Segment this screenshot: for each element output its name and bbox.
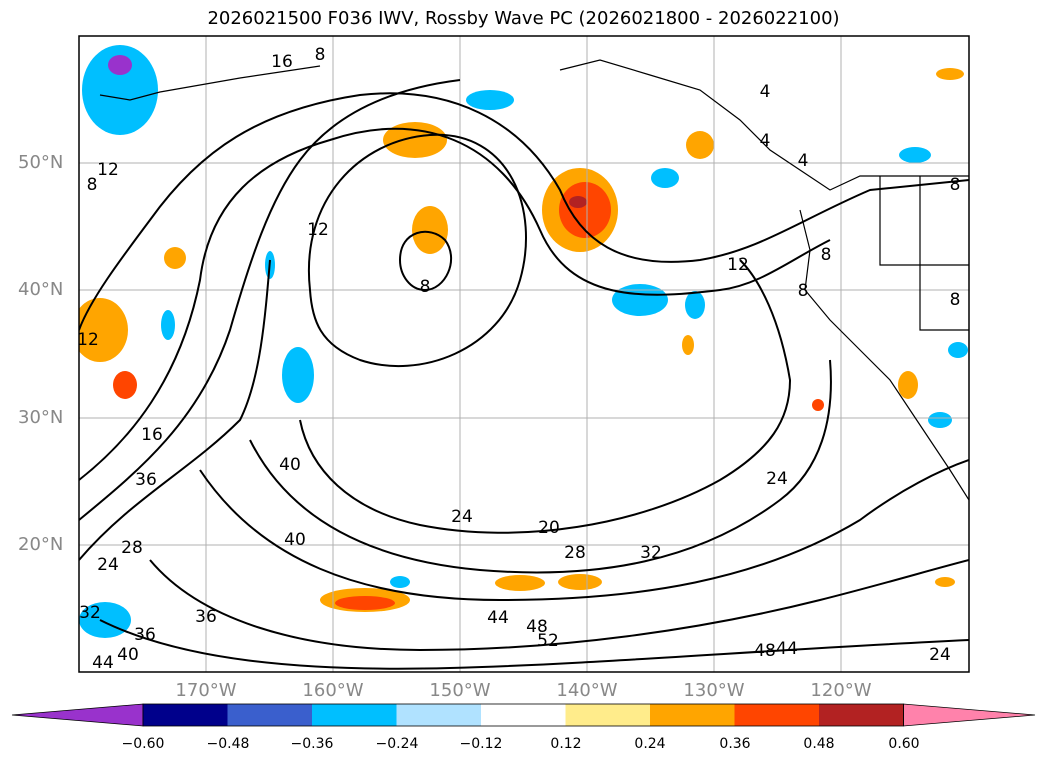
contour-label: 40 [284, 530, 306, 550]
colorbar-tick-label: 0.48 [803, 736, 835, 752]
graticule [79, 36, 969, 672]
contour-label-group: 16 8 12 8 4 4 4 12 12 8 8 12 16 36 28 24… [77, 45, 961, 673]
contour-label: 20 [538, 518, 560, 538]
colorbar-segment [734, 704, 819, 726]
lon-label: 140°W [556, 680, 618, 701]
lon-label: 120°W [810, 680, 872, 701]
colorbar-tick-label: −0.48 [206, 736, 250, 752]
colorbar-segment [312, 704, 397, 726]
colorbar-tick-label: −0.12 [459, 736, 503, 752]
colorbar-tick-label: 0.24 [634, 736, 666, 752]
contour-label: 28 [564, 543, 586, 563]
contour-label: 36 [134, 625, 156, 645]
lat-label: 40°N [18, 279, 64, 300]
contour-label: 32 [640, 543, 662, 563]
lat-label: 50°N [18, 152, 64, 173]
iwv-contours [79, 79, 969, 670]
contour-label: 48 [526, 617, 548, 637]
colorbar-tick-label: −0.36 [290, 736, 334, 752]
contour-label: 24 [97, 555, 119, 575]
anomaly-shading [79, 45, 968, 638]
contour-label: 4 [760, 82, 771, 102]
contour-label: 48 [754, 641, 776, 661]
contour-label: 8 [315, 45, 326, 65]
contour-label: 24 [929, 645, 951, 665]
lon-label: 150°W [429, 680, 491, 701]
contour-label: 12 [97, 160, 119, 180]
colorbar-segments [11, 703, 1036, 727]
colorbar-tick-label: 0.36 [719, 736, 751, 752]
contour-label: 12 [307, 220, 329, 240]
contour-label: 40 [279, 455, 301, 475]
contour-label: 44 [92, 653, 114, 673]
contour-label: 4 [760, 131, 771, 151]
colorbar-tick-label: −0.24 [375, 736, 419, 752]
colorbar-segment [227, 704, 312, 726]
colorbar-extend-high [903, 703, 1036, 727]
colorbar-segment [650, 704, 735, 726]
contour-label: 28 [121, 538, 143, 558]
contour-label: 12 [77, 330, 99, 350]
lon-label: 170°W [175, 680, 237, 701]
colorbar-segment [143, 704, 228, 726]
contour-label: 32 [79, 603, 101, 623]
map-plot: 16 8 12 8 4 4 4 12 12 8 8 12 16 36 28 24… [77, 35, 970, 673]
colorbar-segment [565, 704, 650, 726]
coastline [99, 59, 969, 501]
contour-label: 4 [798, 151, 809, 171]
contour-label: 24 [766, 469, 788, 489]
lon-label: 130°W [683, 680, 745, 701]
contour-label: 8 [420, 277, 431, 297]
contour-label: 8 [950, 290, 961, 310]
contour-label: 16 [141, 425, 163, 445]
contour-label: 8 [950, 175, 961, 195]
contour-label: 36 [195, 607, 217, 627]
colorbar-segment [819, 704, 904, 726]
colorbar-segment [396, 704, 481, 726]
contour-label: 8 [798, 281, 809, 301]
colorbar-extend-low [11, 703, 144, 727]
map-frame [78, 35, 970, 673]
contour-label: 44 [487, 608, 509, 628]
colorbar-tick-label: 0.12 [550, 736, 582, 752]
contour-label: 8 [821, 245, 832, 265]
colorbar-tick-label: 0.60 [888, 736, 920, 752]
lat-label: 30°N [18, 407, 64, 428]
lon-label: 160°W [302, 680, 364, 701]
contour-label: 24 [451, 507, 473, 527]
contour-label: 44 [776, 639, 798, 659]
contour-label: 52 [537, 631, 559, 651]
map-title: 2026021500 F036 IWV, Rossby Wave PC (202… [207, 8, 840, 29]
contour-label: 16 [271, 52, 293, 72]
colorbar-frame [142, 703, 904, 727]
colorbar-tick-label: −0.60 [121, 736, 165, 752]
contour-label: 40 [117, 645, 139, 665]
contour-label: 8 [87, 175, 98, 195]
colorbar-segment [481, 704, 566, 726]
contour-label: 36 [135, 470, 157, 490]
lat-label: 20°N [18, 534, 64, 555]
contour-label: 12 [727, 255, 749, 275]
